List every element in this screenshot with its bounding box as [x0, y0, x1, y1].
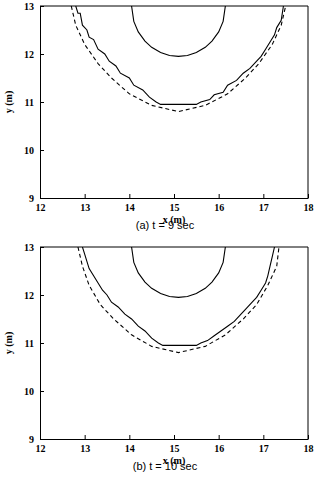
x-tick-mark — [308, 435, 309, 439]
y-tick-label: 13 — [24, 1, 34, 12]
x-tick: 14 — [125, 435, 135, 454]
x-tick-mark — [129, 435, 130, 439]
x-tick: 15 — [170, 435, 180, 454]
series-line — [132, 247, 226, 297]
x-tick-label: 14 — [125, 443, 135, 454]
y-tick-mark — [40, 6, 44, 7]
y-axis-title: y (m) — [3, 91, 15, 114]
x-axis-line — [41, 198, 309, 199]
chart: 12131415161718910111213x (m)y (m)(b) t =… — [3, 242, 314, 472]
x-tick-label: 17 — [259, 202, 269, 213]
y-axis-title: y (m) — [3, 332, 15, 355]
y-tick-mark — [40, 343, 44, 344]
y-tick-mark — [40, 198, 44, 199]
x-tick-mark — [174, 435, 175, 439]
x-tick-label: 17 — [259, 443, 269, 454]
x-tick: 17 — [259, 435, 269, 454]
series-line — [71, 6, 285, 112]
y-tick: 10 — [24, 386, 44, 397]
x-tick-label: 14 — [125, 202, 135, 213]
figure: 12131415161718910111213x (m)y (m)(a) t =… — [0, 0, 317, 482]
x-tick-mark — [308, 194, 309, 198]
plot-area — [71, 6, 285, 112]
frame-top — [40, 6, 308, 7]
series-line — [78, 247, 279, 353]
y-tick-mark — [40, 102, 44, 103]
x-tick: 14 — [125, 194, 135, 213]
x-tick: 15 — [170, 194, 180, 213]
y-tick-label: 13 — [24, 242, 34, 253]
x-tick-mark — [263, 194, 264, 198]
x-axis: 12 13 14 15 16 17 18 — [36, 435, 314, 454]
y-tick-mark — [40, 439, 44, 440]
x-tick-mark — [263, 435, 264, 439]
y-tick-mark — [40, 54, 44, 55]
y-tick-mark — [40, 150, 44, 151]
x-axis-line — [41, 439, 309, 440]
y-tick-label: 10 — [24, 145, 34, 156]
x-tick-mark — [219, 435, 220, 439]
x-tick: 16 — [214, 435, 224, 454]
x-tick-label: 16 — [214, 202, 224, 213]
y-tick-label: 11 — [25, 338, 34, 349]
series-line — [76, 6, 284, 104]
x-tick-mark — [174, 194, 175, 198]
x-tick-label: 15 — [170, 443, 180, 454]
x-tick-mark — [129, 194, 130, 198]
y-tick-mark — [40, 391, 44, 392]
x-tick: 13 — [80, 435, 90, 454]
x-tick-mark — [219, 194, 220, 198]
y-tick: 11 — [25, 338, 44, 349]
x-tick: 18 — [304, 435, 314, 454]
y-tick: 12 — [24, 290, 44, 301]
x-tick: 17 — [259, 194, 269, 213]
x-tick-label: 15 — [170, 202, 180, 213]
x-axis: 12 13 14 15 16 17 18 — [36, 194, 314, 213]
series-line — [132, 6, 226, 56]
y-tick: 11 — [25, 97, 44, 108]
chart: 12131415161718910111213x (m)y (m)(a) t =… — [3, 1, 314, 231]
y-axis: 9 10 11 12 13 — [24, 242, 44, 445]
x-tick-mark — [85, 435, 86, 439]
y-tick: 9 — [29, 193, 44, 204]
y-tick-label: 12 — [24, 290, 34, 301]
x-tick: 16 — [214, 194, 224, 213]
y-tick: 12 — [24, 49, 44, 60]
x-tick-label: 18 — [304, 443, 314, 454]
y-tick: 13 — [24, 242, 44, 253]
caption: (a) t = 9 sec — [136, 219, 195, 231]
x-tick: 18 — [304, 194, 314, 213]
y-tick-label: 10 — [24, 386, 34, 397]
y-axis: 9 10 11 12 13 — [24, 1, 44, 204]
y-tick-label: 9 — [29, 193, 34, 204]
x-tick-label: 13 — [80, 202, 90, 213]
x-tick-mark — [85, 194, 86, 198]
x-tick-label: 16 — [214, 443, 224, 454]
y-tick-mark — [40, 247, 44, 248]
y-tick-label: 11 — [25, 97, 34, 108]
caption: (b) t = 10 sec — [133, 460, 198, 472]
x-tick-label: 13 — [80, 443, 90, 454]
y-tick-mark — [40, 295, 44, 296]
y-tick: 10 — [24, 145, 44, 156]
frame-right — [308, 247, 309, 439]
series-line — [82, 247, 274, 345]
x-tick: 13 — [80, 194, 90, 213]
y-tick: 9 — [29, 434, 44, 445]
x-tick-label: 18 — [304, 202, 314, 213]
frame-right — [308, 6, 309, 198]
frame-top — [40, 247, 308, 248]
x-tick-label: 12 — [36, 443, 46, 454]
y-tick-label: 9 — [29, 434, 34, 445]
y-tick: 13 — [24, 1, 44, 12]
plot-area — [78, 247, 279, 353]
y-tick-label: 12 — [24, 49, 34, 60]
x-tick-label: 12 — [36, 202, 46, 213]
